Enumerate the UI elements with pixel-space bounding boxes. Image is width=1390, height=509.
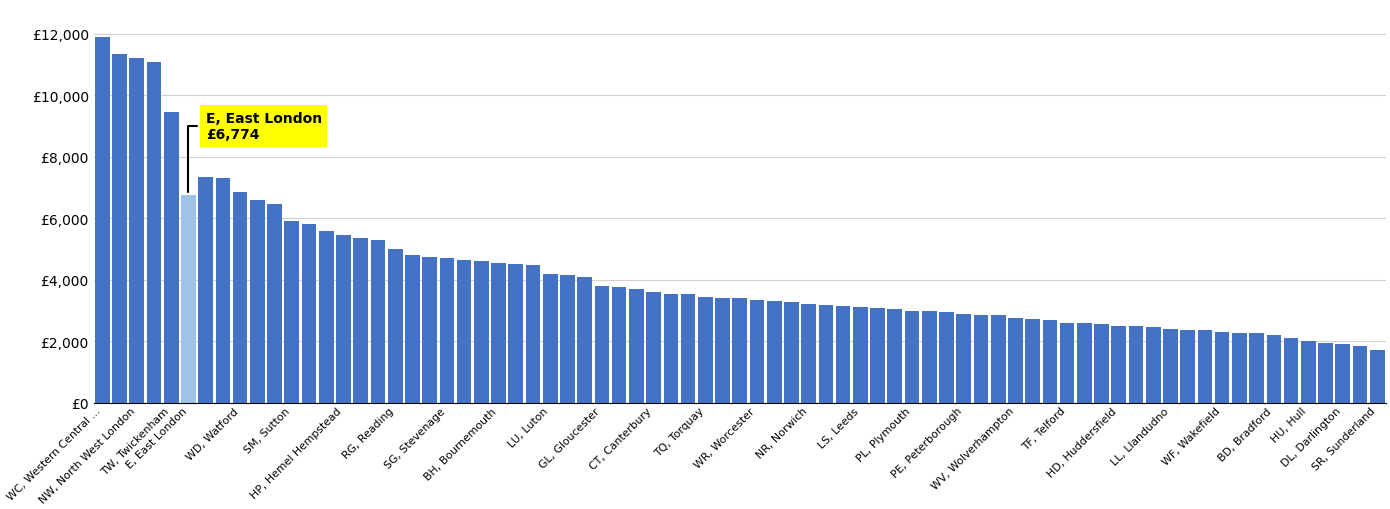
Bar — [560, 275, 575, 403]
Bar — [1336, 345, 1350, 403]
Bar — [698, 297, 713, 403]
Bar — [663, 294, 678, 403]
Bar — [353, 239, 368, 403]
Bar — [749, 300, 764, 403]
Bar — [199, 178, 213, 403]
Bar — [1145, 327, 1161, 403]
Bar — [285, 222, 299, 403]
Bar — [1215, 332, 1230, 403]
Bar — [147, 63, 161, 403]
Bar — [474, 261, 489, 403]
Bar — [1352, 346, 1368, 403]
Bar — [681, 295, 695, 403]
Bar — [802, 304, 816, 403]
Bar — [853, 308, 867, 403]
Bar — [1301, 342, 1315, 403]
Bar — [1059, 323, 1074, 403]
Bar — [215, 179, 231, 403]
Bar — [302, 225, 317, 403]
Bar — [595, 287, 609, 403]
Bar — [1163, 329, 1177, 403]
Bar — [577, 277, 592, 403]
Bar — [1371, 351, 1384, 403]
Bar — [612, 288, 627, 403]
Bar — [870, 309, 885, 403]
Bar — [733, 299, 746, 403]
Bar — [250, 201, 264, 403]
Bar — [630, 290, 644, 403]
Bar — [318, 231, 334, 403]
Bar — [439, 259, 455, 403]
Bar — [973, 315, 988, 403]
Bar — [336, 236, 350, 403]
Bar — [1266, 335, 1282, 403]
Bar — [956, 314, 972, 403]
Bar — [905, 311, 919, 403]
Bar — [1180, 330, 1195, 403]
Bar — [1232, 333, 1247, 403]
Bar — [164, 113, 178, 403]
Bar — [1042, 320, 1058, 403]
Bar — [716, 298, 730, 403]
Bar — [1284, 338, 1298, 403]
Bar — [525, 266, 541, 403]
Bar — [1077, 324, 1091, 403]
Bar — [767, 302, 781, 403]
Bar — [784, 302, 799, 403]
Bar — [388, 249, 403, 403]
Bar — [1318, 343, 1333, 403]
Bar — [543, 274, 557, 403]
Bar — [129, 60, 145, 403]
Bar — [887, 309, 902, 403]
Bar — [1008, 319, 1023, 403]
Bar — [922, 312, 937, 403]
Bar — [113, 55, 126, 403]
Bar — [940, 312, 954, 403]
Bar — [267, 205, 282, 403]
Bar — [835, 306, 851, 403]
Text: E, East London
£6,774: E, East London £6,774 — [189, 112, 322, 192]
Bar — [404, 256, 420, 403]
Bar — [646, 293, 660, 403]
Bar — [232, 193, 247, 403]
Bar — [423, 257, 436, 403]
Bar — [1129, 327, 1144, 403]
Bar — [1094, 324, 1109, 403]
Bar — [491, 263, 506, 403]
Bar — [457, 260, 471, 403]
Bar — [1198, 330, 1212, 403]
Bar — [1112, 326, 1126, 403]
Bar — [371, 240, 385, 403]
Bar — [991, 316, 1005, 403]
Bar — [181, 195, 196, 403]
Bar — [1026, 320, 1040, 403]
Bar — [1250, 333, 1264, 403]
Bar — [509, 265, 523, 403]
Bar — [95, 38, 110, 403]
Bar — [819, 305, 833, 403]
